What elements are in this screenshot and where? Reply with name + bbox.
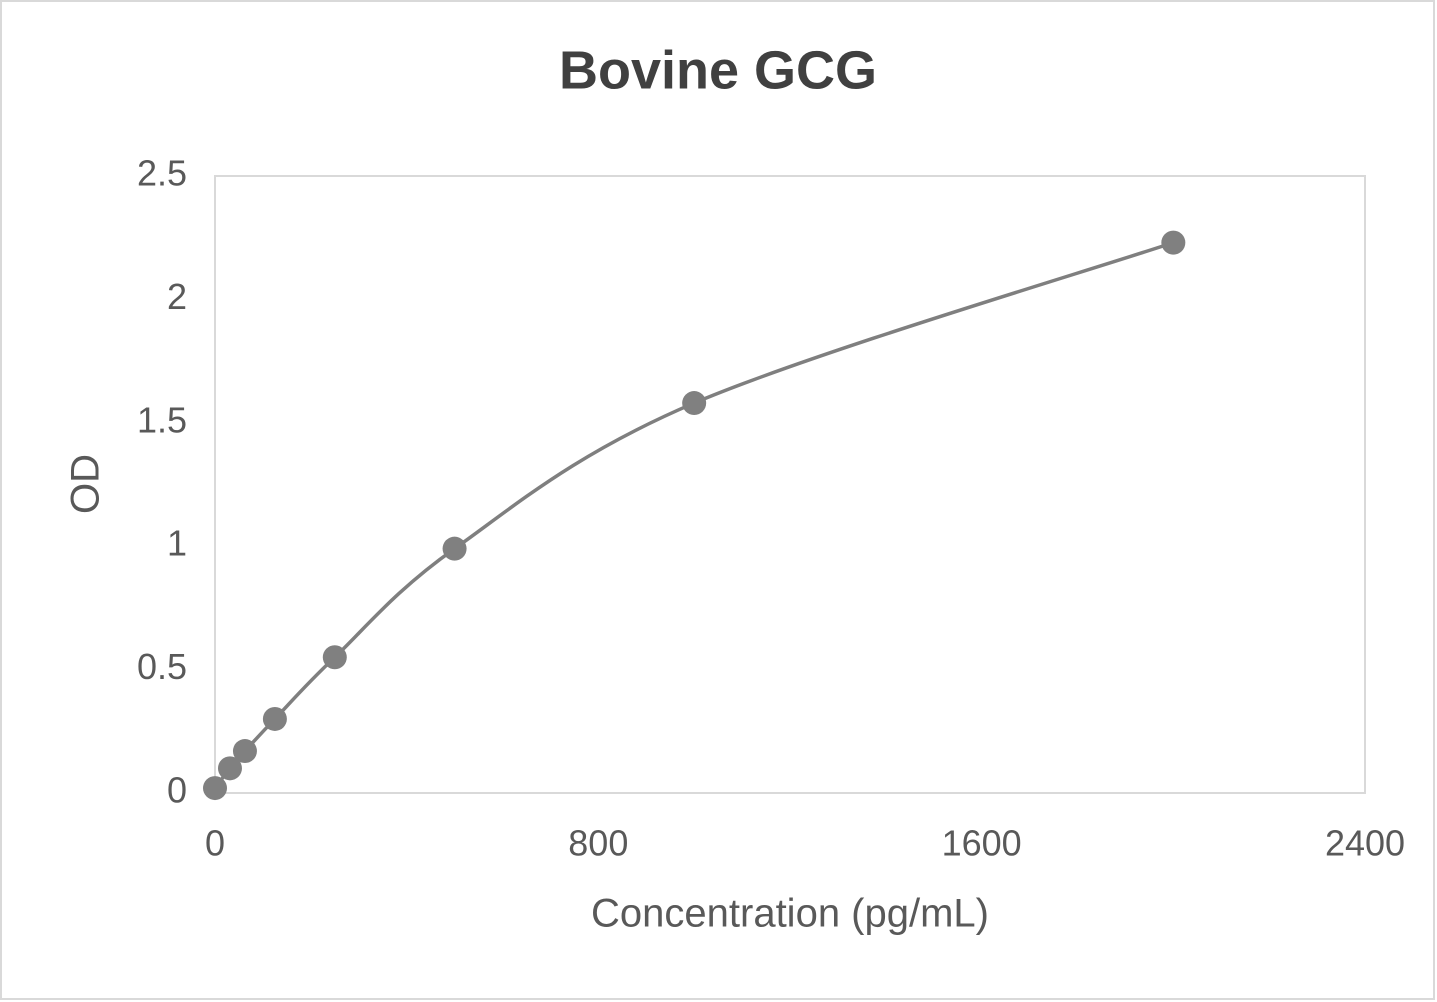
y-axis-label: OD (64, 454, 108, 514)
plot-area (214, 175, 1366, 794)
point (442, 536, 467, 561)
y-tick-label: 2 (167, 276, 187, 317)
y-tick-label: 1 (167, 523, 187, 564)
point (322, 645, 347, 670)
point (1161, 230, 1186, 255)
x-tick-label: 0 (205, 823, 225, 864)
point (217, 756, 242, 781)
chart-title: Bovine GCG (559, 40, 877, 100)
y-tick-label: 2.5 (137, 153, 187, 194)
x-tick-label: 2400 (1325, 823, 1405, 864)
y-tick-label: 1.5 (137, 399, 187, 440)
point (682, 391, 707, 416)
point (203, 776, 227, 801)
y-tick-label: 0.5 (137, 646, 187, 687)
point (232, 739, 257, 764)
x-tick-label: 1600 (942, 823, 1022, 864)
y-tick-label: 0 (167, 770, 187, 811)
point (262, 706, 287, 731)
x-tick-label: 800 (568, 823, 628, 864)
x-axis-label: Concentration (pg/mL) (591, 892, 989, 936)
